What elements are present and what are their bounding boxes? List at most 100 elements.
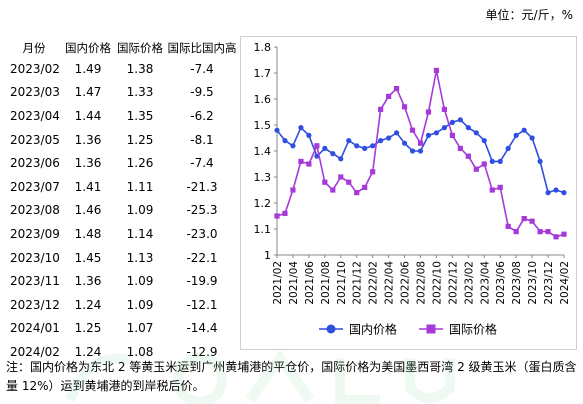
data-point	[425, 109, 432, 115]
data-point	[561, 190, 567, 196]
data-point	[306, 132, 312, 138]
cell-month: 2023/04	[10, 108, 60, 123]
data-point	[481, 138, 487, 144]
y-tick-label: 1.8	[254, 41, 272, 54]
header-international: 国际价格	[117, 40, 163, 55]
table-row: 2023/11 1.36 1.09 -19.9	[6, 269, 238, 293]
y-tick-label: 1.7	[254, 67, 272, 80]
data-point	[282, 210, 288, 216]
data-point	[378, 138, 384, 144]
cell-domestic: 1.36	[74, 132, 102, 147]
cell-domestic: 1.24	[74, 297, 102, 312]
data-point	[417, 148, 424, 154]
data-point	[322, 179, 328, 185]
data-point	[386, 93, 392, 99]
data-point	[521, 216, 527, 222]
data-point	[465, 153, 471, 159]
x-tick-label: 2023/04	[479, 261, 491, 305]
cell-domestic: 1.46	[74, 203, 102, 218]
x-tick-label: 2023/12	[543, 261, 555, 305]
data-point	[386, 135, 392, 141]
cell-domestic: 1.24	[74, 344, 102, 359]
data-point	[274, 127, 280, 133]
x-tick-label: 2021/02	[272, 261, 284, 305]
cell-diff: -7.4	[190, 156, 214, 171]
legend-marker-square	[426, 324, 436, 334]
series-line-0	[276, 118, 565, 194]
cell-international: 1.09	[126, 274, 154, 289]
data-point	[497, 158, 503, 164]
x-tick-label: 2024/02	[559, 261, 571, 305]
data-point	[505, 145, 511, 151]
data-point	[537, 158, 543, 164]
data-point	[561, 231, 567, 237]
data-point	[529, 135, 535, 141]
table-row: 2023/10 1.45 1.13 -22.1	[6, 246, 238, 270]
data-point	[449, 132, 455, 138]
data-point	[513, 132, 519, 138]
data-point	[306, 161, 312, 167]
footnote: 注：国内价格为东北 2 等黄玉米运到广州黄埔港的平仓价，国际价格为美国墨西哥湾 …	[6, 360, 577, 393]
table-row: 2024/02 1.24 1.08 -12.9	[6, 340, 238, 364]
data-point	[449, 119, 455, 125]
cell-month: 2023/07	[10, 179, 60, 194]
table-row: 2023/12 1.24 1.09 -12.1	[6, 293, 238, 317]
data-point	[338, 156, 344, 162]
cell-diff: -23.0	[186, 226, 218, 241]
price-chart: 1 1.1 1.2 1.3 1.4 1.5 1.6 1.7 1.8 2021/02 2021/04 2…	[240, 36, 577, 350]
data-point	[346, 179, 352, 185]
data-point	[505, 223, 511, 229]
cell-domestic: 1.48	[74, 226, 102, 241]
cell-domestic: 1.41	[74, 179, 102, 194]
y-tick-label: 1	[264, 249, 271, 262]
x-tick-label: 2022/08	[416, 261, 428, 305]
data-point	[529, 218, 535, 224]
table-row: 2023/08 1.46 1.09 -25.3	[6, 199, 238, 223]
legend-marker-circle	[326, 324, 336, 334]
unit-label: 单位：元/斤，%	[485, 8, 573, 22]
x-tick-label: 2021/04	[288, 261, 300, 305]
y-tick-label: 1.3	[254, 171, 272, 184]
x-tick-label: 2021/10	[336, 261, 348, 305]
legend-label: 国际价格	[449, 322, 497, 337]
cell-month: 2024/02	[10, 344, 60, 359]
table-header-row: 月份 国内价格 国际价格 国际比国内高	[6, 38, 238, 57]
cell-international: 1.09	[126, 203, 154, 218]
data-point	[354, 143, 360, 149]
cell-domestic: 1.25	[74, 321, 102, 336]
data-point	[545, 229, 551, 235]
data-point	[513, 229, 519, 235]
cell-month: 2023/02	[10, 61, 60, 76]
data-point	[322, 145, 328, 151]
line-chart-svg: 1 1.1 1.2 1.3 1.4 1.5 1.6 1.7 1.8 2021/02 2021/04 2…	[254, 41, 572, 337]
data-point	[338, 174, 344, 180]
data-point	[298, 158, 304, 164]
cell-diff: -7.4	[190, 61, 214, 76]
table-row: 2023/06 1.36 1.26 -7.4	[6, 151, 238, 175]
cell-month: 2023/08	[10, 203, 60, 218]
cell-month: 2023/09	[10, 226, 60, 241]
data-point	[362, 145, 368, 151]
legend-label: 国内价格	[349, 322, 397, 337]
data-point	[330, 187, 336, 193]
data-point	[298, 125, 304, 131]
cell-domestic: 1.49	[74, 61, 102, 76]
table-row: 2023/03 1.47 1.33 -9.5	[6, 81, 238, 105]
data-point	[425, 132, 432, 138]
data-point	[290, 143, 296, 149]
y-tick-label: 1.5	[254, 119, 272, 132]
cell-month: 2023/06	[10, 156, 60, 171]
header-month: 月份	[22, 40, 46, 55]
data-point	[401, 104, 408, 110]
data-point	[274, 213, 280, 219]
cell-international: 1.07	[126, 321, 154, 336]
cell-diff: -25.3	[186, 203, 218, 218]
x-tick-label: 2023/02	[463, 261, 475, 305]
cell-diff: -22.1	[186, 250, 218, 265]
header-diff: 国际比国内高	[167, 40, 237, 55]
price-table: 月份 国内价格 国际价格 国际比国内高 2023/02 1.49 1.38 -7.4 2…	[6, 38, 238, 364]
y-tick-label: 1.1	[254, 223, 272, 236]
data-point	[409, 148, 416, 154]
data-point	[362, 184, 368, 190]
data-point	[545, 190, 551, 196]
